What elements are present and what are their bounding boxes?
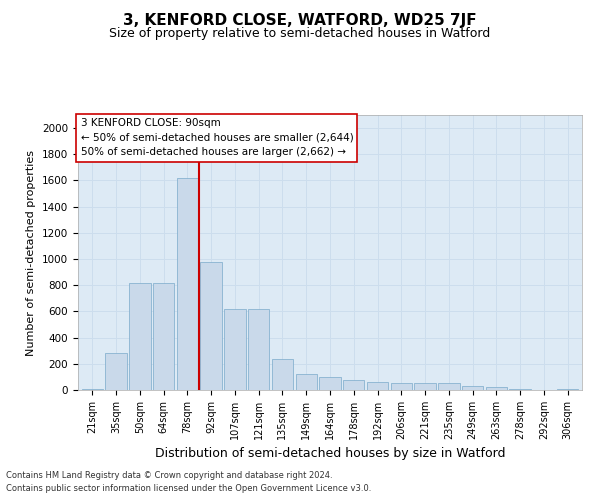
Bar: [367, 382, 388, 390]
Text: 3 KENFORD CLOSE: 90sqm
← 50% of semi-detached houses are smaller (2,644)
50% of : 3 KENFORD CLOSE: 90sqm ← 50% of semi-det…: [80, 118, 353, 158]
X-axis label: Distribution of semi-detached houses by size in Watford: Distribution of semi-detached houses by …: [155, 448, 505, 460]
Y-axis label: Number of semi-detached properties: Number of semi-detached properties: [26, 150, 37, 356]
Bar: [438, 384, 460, 390]
Bar: [486, 388, 507, 390]
Bar: [415, 384, 436, 390]
Bar: [176, 178, 198, 390]
Text: Contains HM Land Registry data © Crown copyright and database right 2024.: Contains HM Land Registry data © Crown c…: [6, 470, 332, 480]
Text: Size of property relative to semi-detached houses in Watford: Size of property relative to semi-detach…: [109, 28, 491, 40]
Bar: [106, 354, 127, 390]
Bar: [272, 358, 293, 390]
Bar: [200, 262, 222, 390]
Bar: [319, 377, 341, 390]
Bar: [296, 374, 317, 390]
Bar: [391, 383, 412, 390]
Bar: [224, 309, 245, 390]
Bar: [248, 309, 269, 390]
Text: 3, KENFORD CLOSE, WATFORD, WD25 7JF: 3, KENFORD CLOSE, WATFORD, WD25 7JF: [123, 12, 477, 28]
Bar: [153, 282, 174, 390]
Bar: [343, 380, 364, 390]
Bar: [129, 282, 151, 390]
Bar: [462, 386, 484, 390]
Text: Contains public sector information licensed under the Open Government Licence v3: Contains public sector information licen…: [6, 484, 371, 493]
